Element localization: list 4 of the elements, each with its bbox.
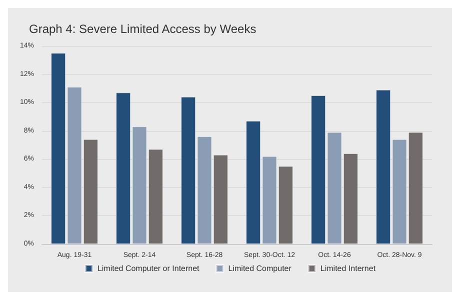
chart-title: Graph 4: Severe Limited Access by Weeks [29,22,256,36]
legend-label: Limited Computer [228,264,292,273]
legend-label: Limited Computer or Internet [97,264,200,273]
legend-label: Limited Internet [320,264,376,273]
